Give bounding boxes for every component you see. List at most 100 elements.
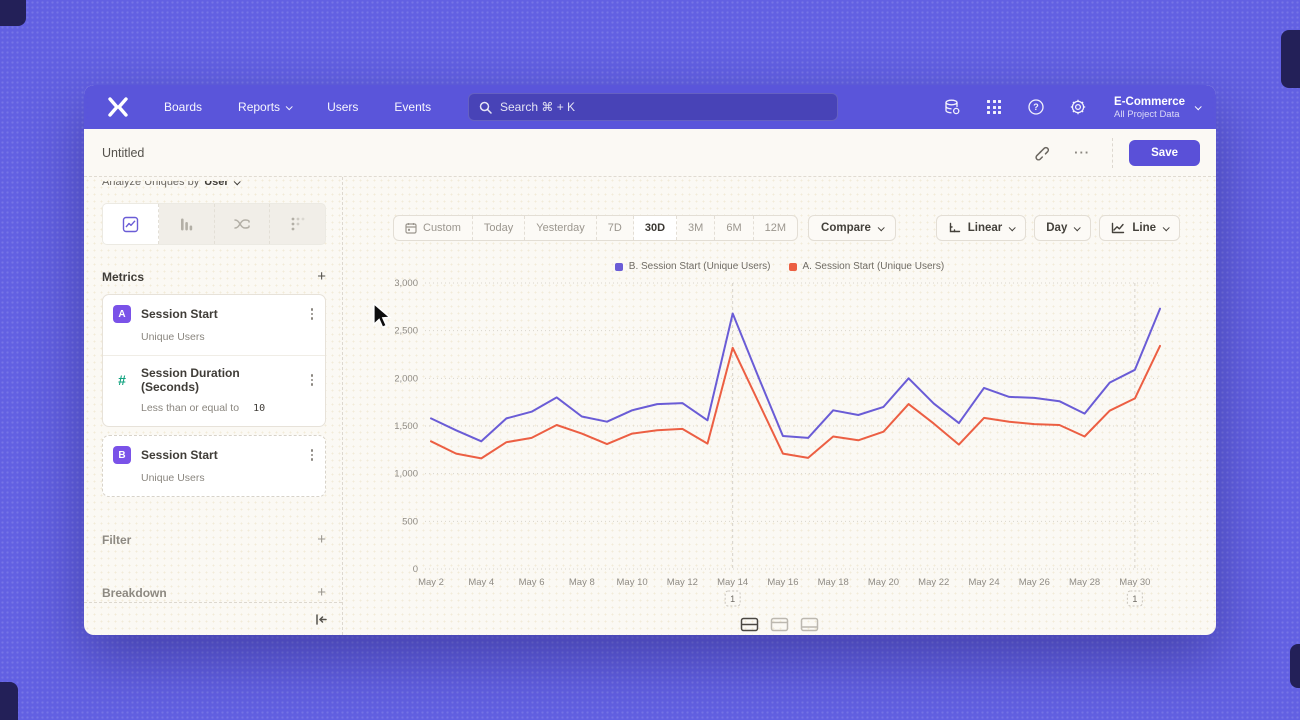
x-axis-tick-label: May 4: [468, 577, 494, 588]
metric-card-a[interactable]: A Session Start Unique Users: [103, 295, 325, 355]
metric-title: Session Start: [141, 448, 218, 462]
y-axis-tick-label: 2,000: [395, 373, 418, 384]
series-line-b[interactable]: [430, 307, 1161, 443]
x-axis-tick-label: May 22: [918, 577, 949, 588]
x-axis-tick-label: May 26: [1019, 577, 1050, 588]
metric-badge-b: B: [113, 446, 131, 464]
x-axis-tick-label: May 14: [717, 577, 748, 588]
nav-item-events[interactable]: Events: [376, 100, 449, 114]
add-filter-button[interactable]: +: [317, 531, 326, 548]
add-breakdown-button[interactable]: +: [317, 584, 326, 601]
collapse-sidebar-icon[interactable]: [314, 613, 328, 626]
x-axis-tick-label: May 2: [418, 577, 444, 588]
x-axis-tick-label: May 12: [667, 577, 698, 588]
project-name: E-Commerce: [1114, 95, 1185, 108]
legend-swatch-a: [788, 262, 797, 271]
metric-subtitle[interactable]: Unique Users: [141, 331, 205, 343]
metric-card-b[interactable]: B Session Start Unique Users: [102, 435, 326, 497]
x-axis-tick-label: May 6: [519, 577, 545, 588]
analyze-uniques-row[interactable]: Analyze Uniques by User: [102, 181, 326, 194]
range-12m-button[interactable]: 12M: [764, 222, 787, 234]
chevron-down-icon: [1194, 102, 1202, 110]
chart-type-dropdown[interactable]: Line: [1099, 215, 1180, 241]
nav-item-users[interactable]: Users: [309, 100, 376, 114]
report-title[interactable]: Untitled: [102, 145, 145, 160]
top-nav: Boards Reports Users Events Search ⌘ + K: [84, 85, 1216, 129]
range-30d-button[interactable]: 30D: [633, 216, 678, 240]
range-3m-button[interactable]: 3M: [677, 216, 716, 240]
decor-corner-top-left: [0, 0, 26, 26]
decor-corner-bottom-left: [0, 682, 18, 720]
help-icon[interactable]: ?: [1026, 97, 1046, 117]
legend-swatch-b: [614, 262, 623, 271]
tab-flow[interactable]: [215, 204, 271, 244]
metric-filter-value[interactable]: 10: [253, 403, 266, 414]
tab-retention[interactable]: [270, 204, 325, 244]
copy-link-icon[interactable]: [1028, 145, 1056, 161]
project-switcher[interactable]: E-Commerce All Project Data: [1114, 95, 1202, 120]
legend-item-b[interactable]: B. Session Start (Unique Users): [614, 261, 771, 272]
annotation-badge[interactable]: [724, 590, 741, 607]
annotation-badge-label: 1: [730, 594, 735, 604]
layout-split-view-button[interactable]: [740, 617, 759, 632]
chevron-down-icon: [1008, 223, 1016, 231]
axes-icon: [949, 222, 960, 233]
view-layout-toggles: [343, 617, 1216, 632]
date-range-segmented-control: Custom Today Yesterday 7D 30D 3M 6M 12M: [393, 215, 799, 241]
metric-card-duration[interactable]: # Session Duration (Seconds) Less than o…: [103, 355, 325, 426]
interval-dropdown[interactable]: Day: [1034, 215, 1092, 241]
x-axis-tick-label: May 8: [569, 577, 595, 588]
series-line-a[interactable]: [430, 344, 1161, 460]
legend-label: B. Session Start (Unique Users): [628, 261, 771, 272]
range-today-button[interactable]: Today: [473, 216, 526, 240]
y-axis-tick-label: 500: [402, 516, 418, 527]
y-axis-tick-label: 0: [413, 564, 418, 575]
apps-grid-icon[interactable]: [984, 97, 1004, 117]
metric-card-group: A Session Start Unique Users # Session D…: [102, 294, 326, 427]
tab-insights[interactable]: [103, 204, 159, 244]
add-metric-button[interactable]: +: [317, 268, 326, 285]
search-placeholder: Search ⌘ + K: [500, 100, 576, 114]
chevron-down-icon: [1074, 223, 1082, 231]
metric-subtitle[interactable]: Less than or equal to: [141, 402, 240, 414]
data-management-icon[interactable]: [942, 97, 962, 117]
metric-title: Session Start: [141, 307, 218, 321]
x-axis-tick-label: May 20: [868, 577, 899, 588]
settings-gear-icon[interactable]: [1068, 97, 1088, 117]
chart-toolbar: Custom Today Yesterday 7D 30D 3M 6M 12M …: [393, 215, 1180, 241]
content-area: Analyze Uniques by User: [84, 177, 1216, 635]
filter-section-title: Filter: [102, 532, 132, 547]
analyze-value-dropdown[interactable]: User: [204, 181, 241, 188]
mixpanel-logo-icon[interactable]: [106, 96, 132, 118]
layout-chart-view-button[interactable]: [770, 617, 789, 632]
range-7d-button[interactable]: 7D: [597, 216, 634, 240]
metric-kebab-menu-icon[interactable]: [309, 447, 316, 463]
search-input[interactable]: Search ⌘ + K: [468, 93, 838, 121]
range-6m-button[interactable]: 6M: [715, 216, 754, 240]
nav-item-boards[interactable]: Boards: [146, 100, 220, 114]
flow-tab-icon: [234, 219, 250, 229]
legend-item-a[interactable]: A. Session Start (Unique Users): [788, 261, 944, 272]
chevron-down-icon: [285, 102, 293, 110]
y-axis-tick-label: 1,500: [395, 421, 418, 432]
nav-item-reports[interactable]: Reports: [220, 100, 309, 114]
metric-kebab-menu-icon[interactable]: [309, 372, 316, 388]
breakdown-section-title: Breakdown: [102, 585, 167, 600]
metric-kebab-menu-icon[interactable]: [309, 306, 316, 322]
more-options-button[interactable]: ···: [1074, 145, 1091, 160]
range-custom-button[interactable]: Custom: [394, 216, 473, 240]
compare-dropdown[interactable]: Compare: [808, 215, 896, 241]
chevron-down-icon: [233, 181, 241, 185]
annotation-badge[interactable]: [1126, 590, 1143, 607]
y-axis-tick-label: 2,500: [395, 326, 418, 337]
scale-dropdown[interactable]: Linear: [935, 215, 1027, 241]
chevron-down-icon: [877, 223, 885, 231]
mouse-cursor: [372, 302, 396, 334]
range-yesterday-button[interactable]: Yesterday: [525, 216, 597, 240]
line-chart[interactable]: 0 500 1,000 1,500 2,000 2,500 3,000 1 1 May 2 May …: [394, 274, 1185, 619]
metric-subtitle[interactable]: Unique Users: [141, 472, 205, 484]
analyze-label: Analyze Uniques by: [102, 181, 200, 188]
save-button[interactable]: Save: [1129, 139, 1200, 166]
tab-bar-chart[interactable]: [159, 204, 215, 244]
layout-table-view-button[interactable]: [800, 617, 819, 632]
